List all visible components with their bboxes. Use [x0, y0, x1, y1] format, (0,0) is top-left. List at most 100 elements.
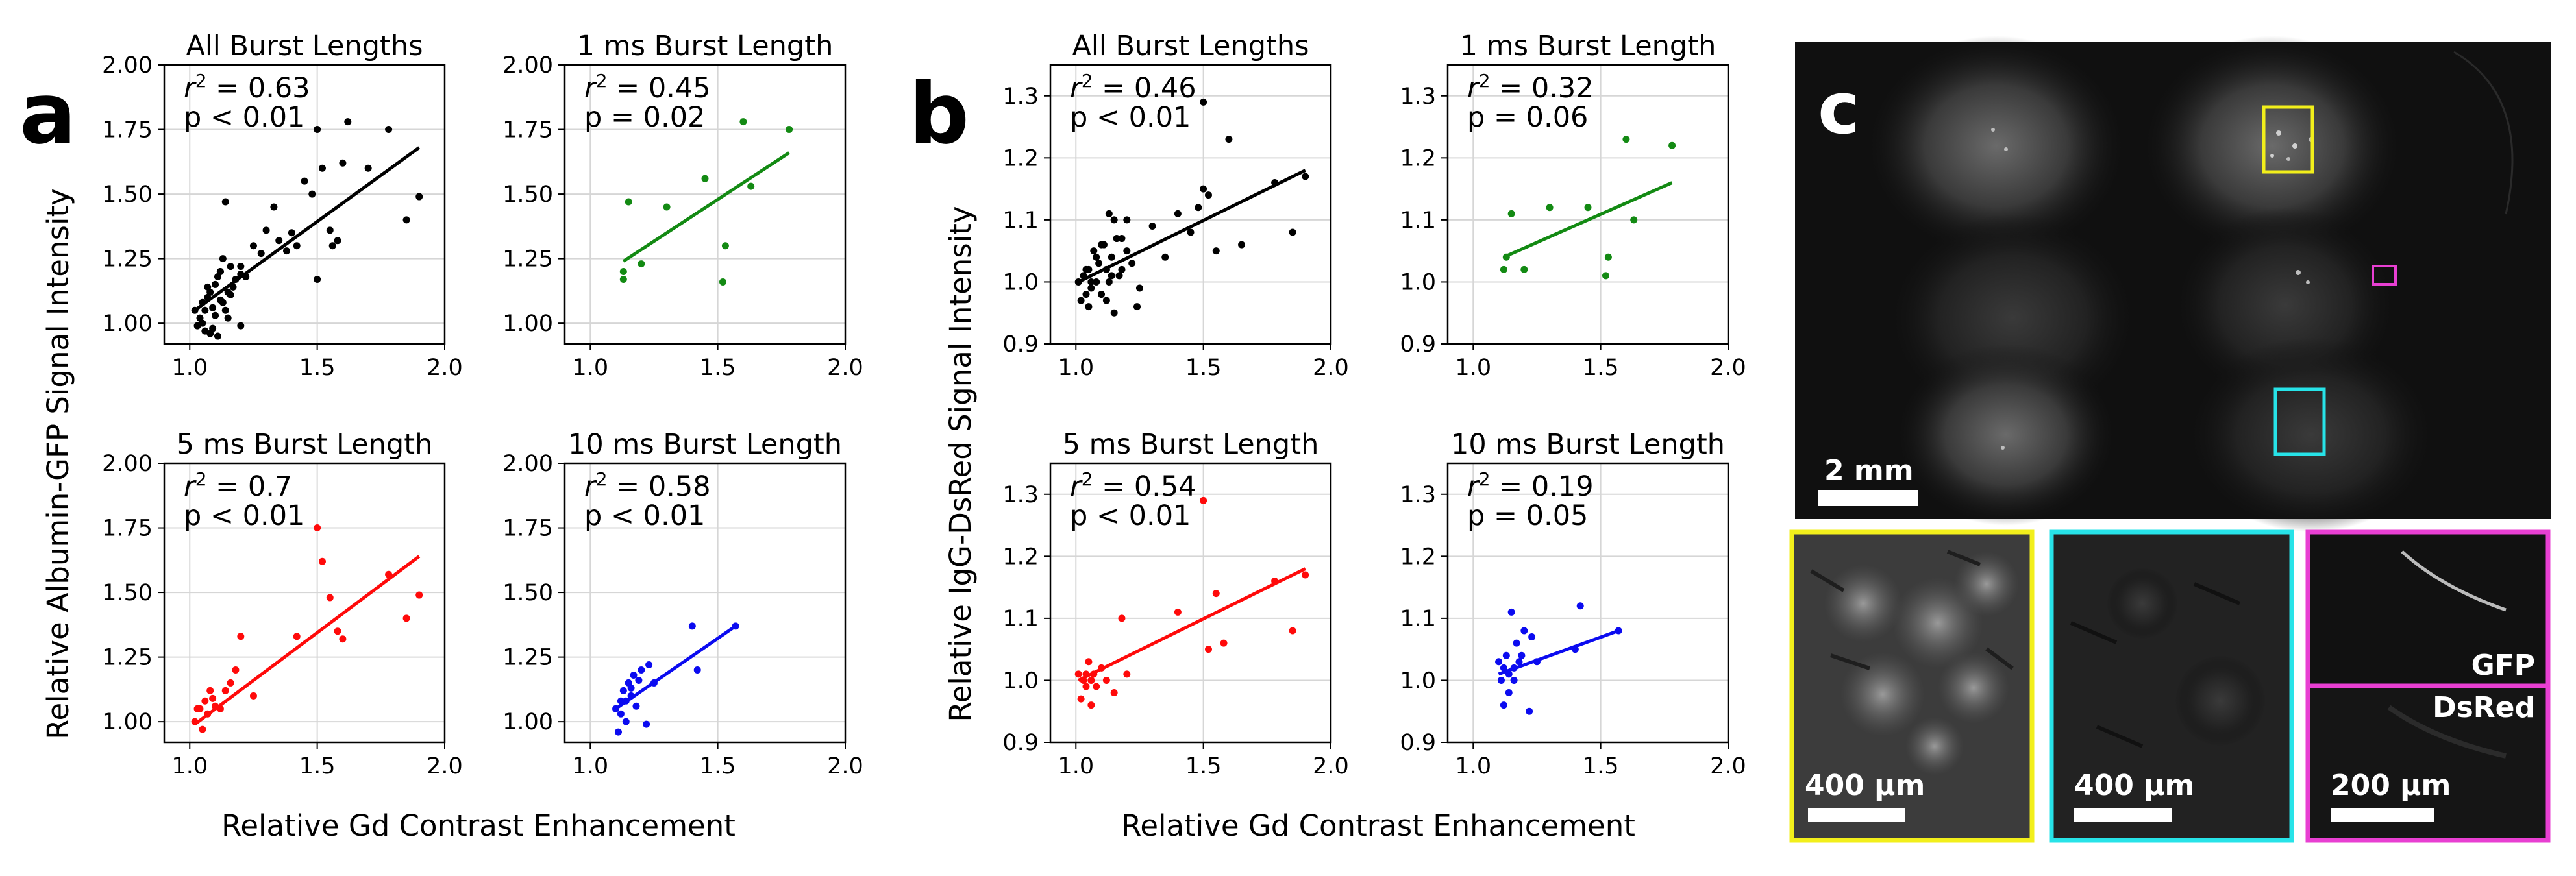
data-point: [701, 175, 709, 182]
magenta-region-box: [2372, 265, 2397, 286]
data-point: [1505, 689, 1513, 697]
gfp-channel-label: GFP: [2471, 649, 2535, 682]
data-point: [1087, 701, 1095, 709]
y-tick-label: 1.1: [1400, 208, 1436, 234]
data-point: [1507, 608, 1515, 616]
y-tick-label: 1.2: [1400, 544, 1436, 570]
x-tick-label: 1.5: [299, 355, 336, 381]
data-point: [1668, 141, 1676, 149]
plot-b-4: 1.0 1.5 2.0 0.9 1.0 1.1 1.2 1.3 All Burst Length…: [1002, 30, 1349, 381]
data-point: [1090, 247, 1098, 255]
panel-c: c 2 mm 400 μm 400 μm GFP DsRed 200 μm: [1789, 36, 2551, 843]
data-point: [747, 182, 755, 190]
data-point: [1495, 658, 1503, 666]
fit-line: [193, 146, 421, 312]
x-tick-label: 2.0: [1313, 753, 1349, 779]
data-point: [619, 268, 627, 276]
data-point: [1105, 210, 1113, 217]
data-point: [1576, 602, 1584, 610]
x-tick-label: 2.0: [427, 355, 463, 381]
y-tick-label: 1.00: [102, 709, 153, 735]
data-point: [249, 692, 257, 700]
y-tick-label: 1.3: [1002, 84, 1039, 110]
data-point: [617, 710, 625, 718]
main-scale-bar: [1818, 490, 1918, 506]
y-tick-label: 0.9: [1400, 730, 1436, 756]
data-point: [216, 296, 224, 304]
y-tick-label: 0.9: [1400, 332, 1436, 358]
x-tick-label: 1.0: [572, 355, 608, 381]
x-tick-label: 2.0: [827, 753, 863, 779]
data-point: [1108, 272, 1115, 280]
data-point: [1085, 658, 1093, 666]
scatter-plots: 1.0 1.5 2.0 1.00 1.25 1.50 1.75 2.00 All Burst L…: [102, 30, 1746, 779]
data-point: [402, 614, 410, 622]
data-point: [237, 263, 245, 271]
plot-title: All Burst Lengths: [186, 30, 423, 62]
data-point: [786, 126, 793, 134]
data-point: [1174, 608, 1182, 616]
x-tick-label: 1.0: [572, 753, 608, 779]
fit-line: [1078, 169, 1306, 284]
y-tick-label: 1.75: [502, 117, 553, 143]
data-point: [221, 687, 229, 694]
data-point: [270, 203, 278, 211]
data-point: [334, 627, 341, 635]
data-point: [293, 633, 301, 640]
data-point: [344, 118, 352, 126]
data-point: [1133, 303, 1141, 311]
data-point: [1108, 253, 1115, 261]
inset-cyan-frame: [2049, 529, 2294, 843]
y-tick-label: 2.00: [502, 53, 553, 79]
y-tick-label: 1.0: [1002, 269, 1039, 295]
data-point: [402, 216, 410, 224]
data-point: [638, 260, 645, 268]
data-point: [1518, 651, 1526, 659]
p-value-label: p = 0.05: [1467, 500, 1588, 532]
y-tick-label: 1.25: [102, 247, 153, 273]
data-point: [224, 314, 232, 322]
data-point: [314, 524, 321, 532]
main-scale-label: 2 mm: [1824, 454, 1914, 487]
yellow-region-box: [2262, 105, 2314, 174]
x-tick-label: 1.5: [299, 753, 336, 779]
y-tick-label: 1.75: [502, 516, 553, 542]
inset-magenta-scale-label: 200 μm: [2331, 769, 2451, 802]
fit-line: [615, 624, 737, 711]
p-value-label: p < 0.01: [1070, 101, 1191, 134]
data-point: [1085, 265, 1093, 273]
data-point: [739, 118, 747, 126]
data-point: [334, 237, 341, 245]
plot-frame: [163, 462, 446, 744]
data-point: [1507, 210, 1515, 217]
data-point: [1604, 253, 1612, 261]
data-point: [201, 306, 209, 314]
data-point: [1510, 676, 1518, 684]
fit-line: [622, 151, 790, 263]
y-tick-label: 1.2: [1400, 145, 1436, 171]
data-point: [283, 247, 291, 255]
y-tick-label: 1.3: [1400, 84, 1436, 110]
data-point: [364, 164, 372, 172]
data-point: [227, 263, 234, 271]
p-value-label: p = 0.06: [1467, 101, 1588, 134]
plot-frame: [1446, 462, 1729, 744]
data-point: [625, 198, 632, 206]
data-point: [1200, 185, 1208, 193]
data-point: [630, 671, 638, 679]
plot-frame: [163, 64, 446, 345]
x-tick-label: 2.0: [1710, 753, 1746, 779]
data-point: [1113, 235, 1121, 243]
data-point: [1077, 297, 1085, 304]
data-point: [318, 164, 326, 172]
data-point: [1204, 646, 1212, 653]
p-value-label: p = 0.02: [584, 101, 705, 134]
data-point: [199, 319, 206, 327]
y-tick-label: 1.1: [1002, 208, 1039, 234]
data-point: [721, 242, 729, 250]
data-point: [232, 666, 240, 674]
plot-title: 5 ms Burst Length: [177, 428, 433, 461]
data-point: [1082, 683, 1090, 690]
data-point: [1102, 297, 1110, 304]
data-point: [199, 725, 206, 733]
